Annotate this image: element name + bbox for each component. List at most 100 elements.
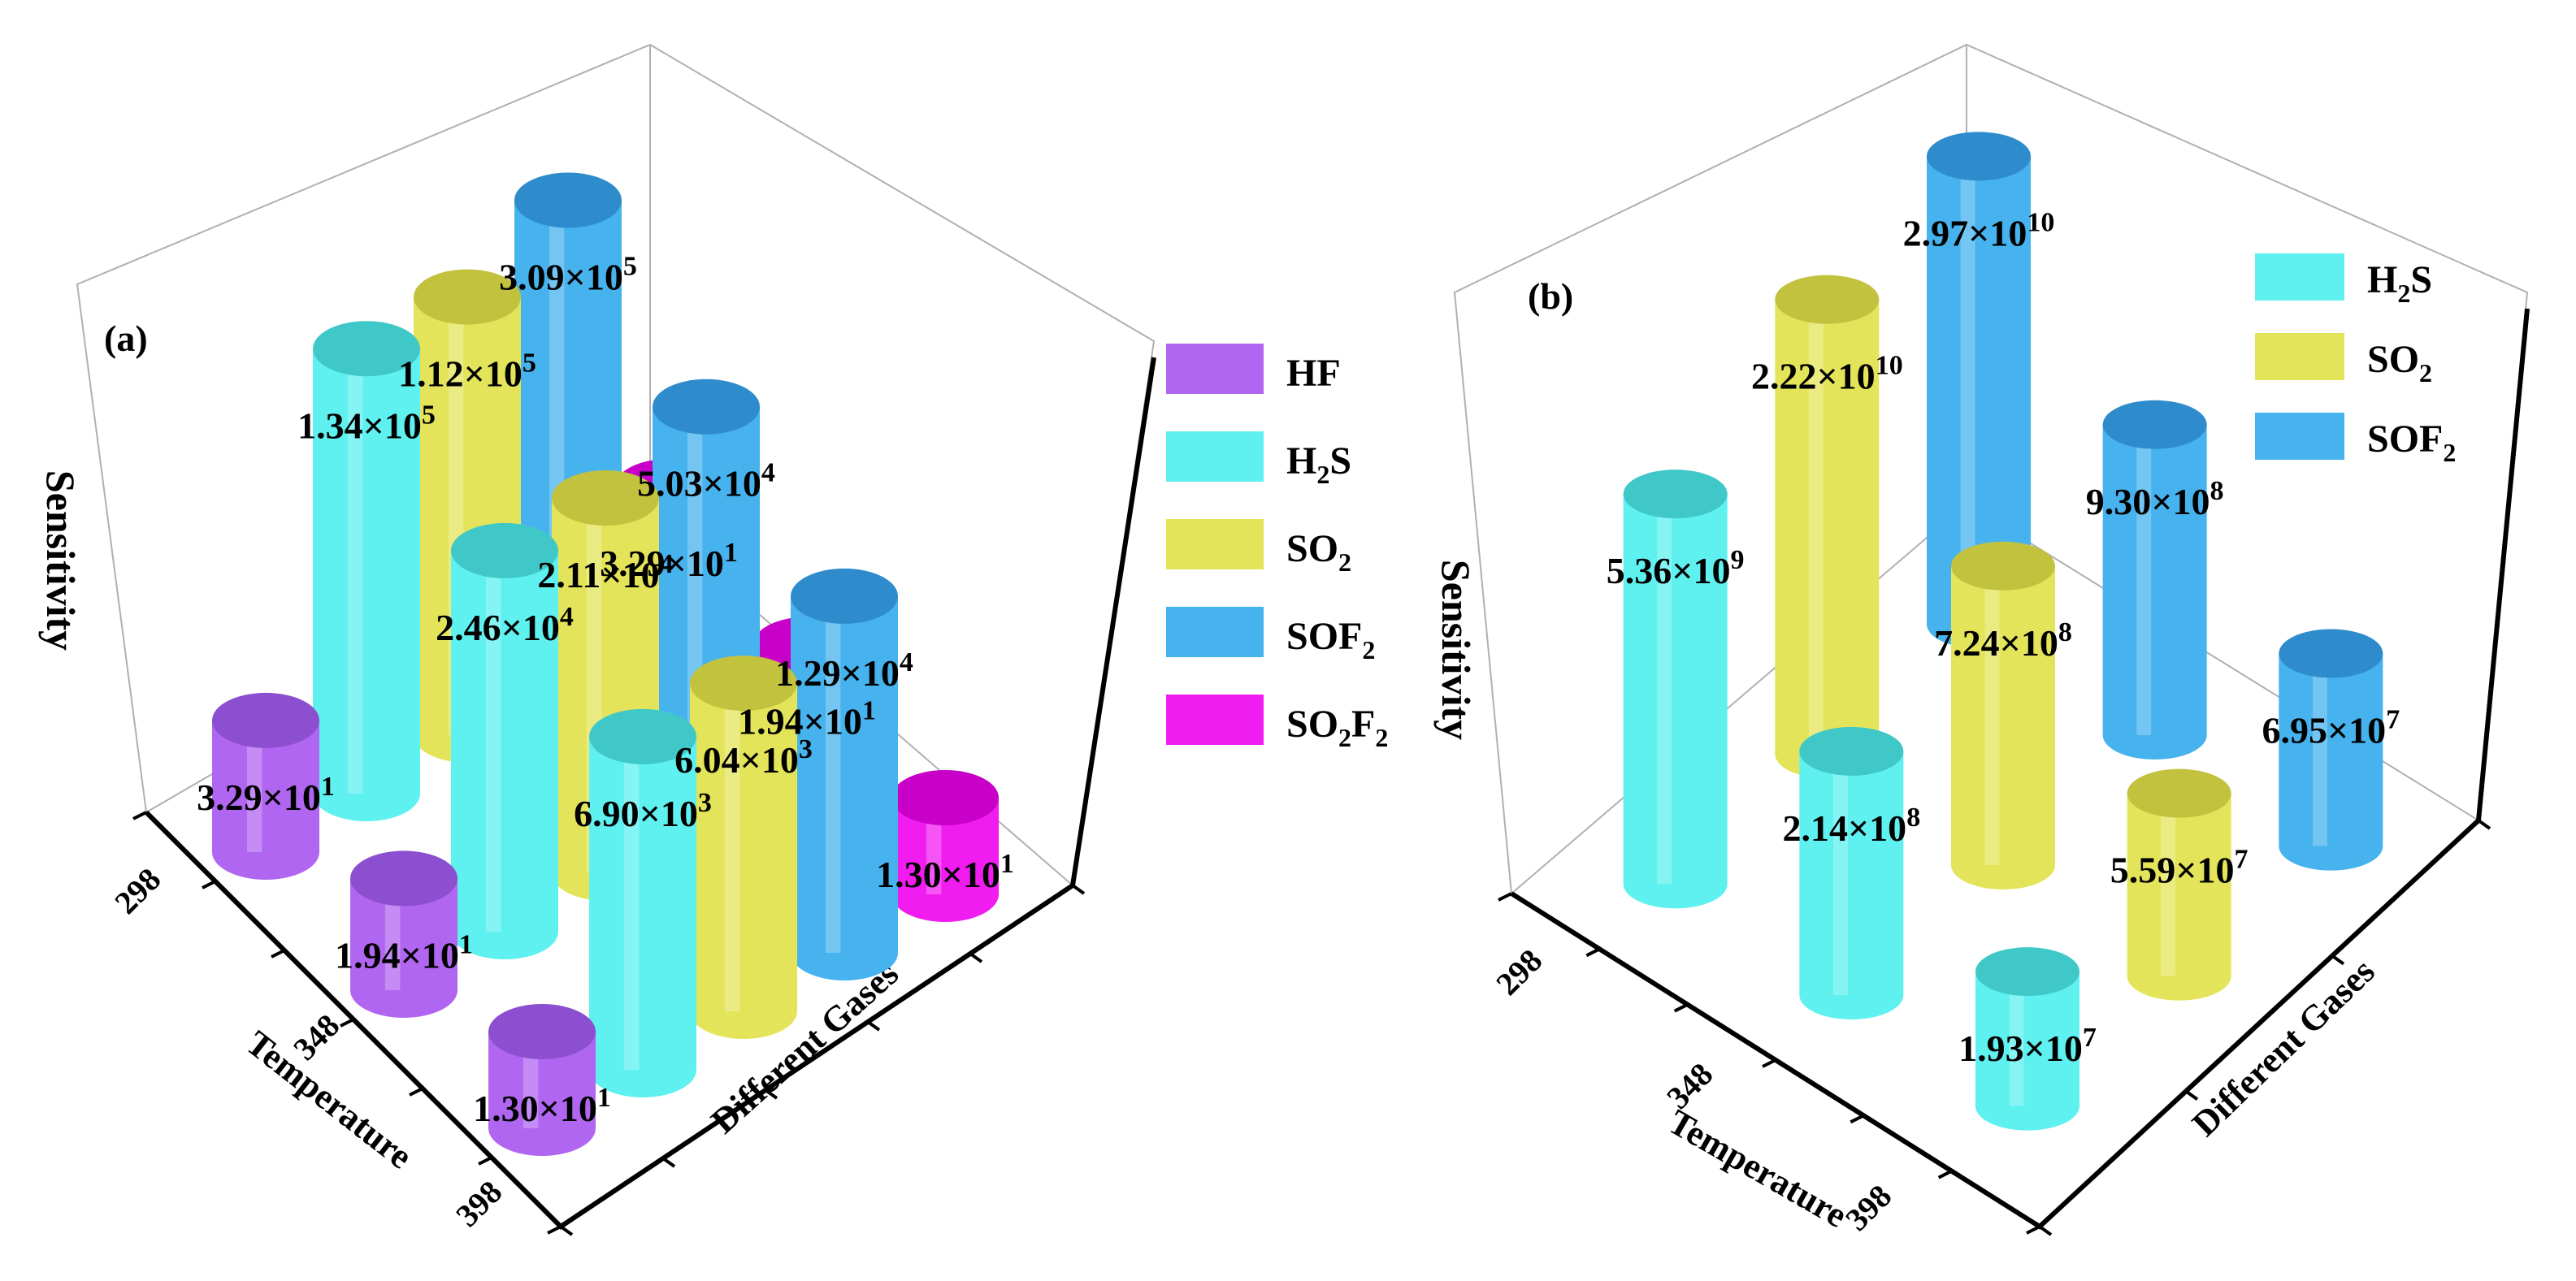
bar-body xyxy=(1799,751,1904,1020)
panel-a-value-label-so2f2-348: 1.94×101 xyxy=(738,695,876,742)
bar-top xyxy=(350,850,458,907)
panel-a-value-label-h2s-298: 1.34×105 xyxy=(297,400,436,446)
bar-highlight xyxy=(2009,972,2024,1106)
panel-b-y-title: Sensitivity xyxy=(1433,560,1479,740)
panel-a-value-label-so2-398: 6.04×103 xyxy=(674,734,813,781)
bar-top xyxy=(1623,470,1728,519)
legend-swatch xyxy=(2255,333,2344,380)
panel-a-temp-tick xyxy=(202,880,216,889)
panel-b-temp-tick xyxy=(2026,1225,2040,1235)
panel-a-value-label-sof2-348: 5.03×104 xyxy=(637,458,775,504)
panel-a-value-label-hf-398: 1.30×101 xyxy=(473,1083,611,1129)
legend-swatch xyxy=(1166,695,1264,745)
bar-body xyxy=(2279,653,2383,871)
bar-highlight xyxy=(2136,424,2152,735)
panel-b-value-label-h2s-298: 5.36×109 xyxy=(1607,545,1745,591)
bar-top xyxy=(514,172,622,228)
panel-b-bar-h2s-348 xyxy=(1799,726,1904,1020)
bar-body xyxy=(1775,299,1880,779)
bar-body xyxy=(313,348,420,821)
panel-b-value-label-so2-298: 2.22×1010 xyxy=(1751,351,1903,397)
legend-label: SO2 xyxy=(2367,338,2432,387)
panel-b-bar-sof2-298 xyxy=(1927,132,2031,649)
panel-a-y-title: Sensitivity xyxy=(38,470,84,651)
bar-body xyxy=(589,736,696,1097)
panel-a-value-label-so2f2-398: 1.30×101 xyxy=(876,849,1014,895)
panel-a-temp-tick xyxy=(547,1225,562,1235)
panel-a-temp-label-398: 398 xyxy=(449,1174,509,1234)
bar-highlight xyxy=(2161,793,2176,976)
bar-body xyxy=(1623,494,1728,909)
bar-top xyxy=(1951,541,2055,591)
panel-a-value-label-h2s-348: 2.46×104 xyxy=(436,602,574,648)
panel-a-value-label-hf-298: 3.29×101 xyxy=(197,772,335,818)
panel-a-temp-tick xyxy=(409,1087,423,1097)
bar-highlight xyxy=(623,736,640,1070)
panel-a-temp-label-298: 298 xyxy=(107,861,167,921)
bar-body xyxy=(2127,793,2231,1001)
bar-top xyxy=(1775,275,1880,324)
bar-top xyxy=(2102,400,2207,449)
panel-a-temp-tick xyxy=(132,811,147,820)
bar-top xyxy=(589,708,696,764)
panel-b-temp-tick xyxy=(1937,1169,1953,1179)
panel-b-value-label-h2s-398: 1.93×107 xyxy=(1958,1023,2097,1069)
panel-b-vertical-axis xyxy=(2476,308,2530,821)
legend-item-so2f2: SO2F2 xyxy=(1166,695,1388,752)
panel-a-value-label-hf-348: 1.94×101 xyxy=(335,929,473,976)
panel-b-value-label-sof2-348: 9.30×108 xyxy=(2086,476,2224,522)
legend-label: SOF2 xyxy=(1286,615,1375,664)
legend-label: HF xyxy=(1286,352,1341,395)
panel-a-value-label-so2-348: 2.11×104 xyxy=(537,549,673,595)
legend-label: SO2 xyxy=(1286,527,1351,577)
legend-swatch xyxy=(2255,413,2344,460)
bar-highlight xyxy=(1984,565,2000,865)
panel-a-value-label-so2f2-298: 3.29×101 xyxy=(600,538,738,584)
panel-a-value-label-h2s-398: 6.90×103 xyxy=(574,788,712,834)
panel-b-gas-tick xyxy=(2038,1225,2053,1236)
bar-top xyxy=(212,692,319,748)
panel-b-legend: H2S SO2 SOF2 xyxy=(2255,253,2456,467)
bar-top xyxy=(2279,629,2383,678)
panel-b-value-label-so2-398: 5.59×107 xyxy=(2110,845,2249,891)
panel-b-bar-h2s-298 xyxy=(1623,470,1728,909)
bar-top xyxy=(414,269,521,325)
panel-a-temp-tick xyxy=(478,1156,492,1166)
panel-b-gas-tick xyxy=(2477,819,2491,830)
panel-b-bar-sof2-398 xyxy=(2279,629,2383,871)
panel-a-gas-tick xyxy=(559,1225,574,1236)
panel-a-value-label-so2-298: 1.12×105 xyxy=(398,348,536,395)
panel-b-bar-h2s-398 xyxy=(1975,947,2079,1131)
legend-swatch xyxy=(1166,607,1264,657)
bar-top xyxy=(552,470,659,526)
bar-highlight xyxy=(2312,653,2327,846)
bar-top xyxy=(2127,768,2231,818)
bar-body xyxy=(690,683,797,1039)
bar-highlight xyxy=(246,720,262,852)
panel-a-gas-tick xyxy=(866,1020,881,1032)
bar-body xyxy=(451,550,558,959)
legend-swatch xyxy=(2255,253,2344,301)
panel-b-value-label-h2s-348: 2.14×108 xyxy=(1782,803,1920,849)
bar-body xyxy=(891,797,999,922)
legend-label: SOF2 xyxy=(2367,418,2456,467)
panel-b-temp-label-298: 298 xyxy=(1489,942,1549,1002)
bar-top xyxy=(1975,947,2079,997)
bar-highlight xyxy=(1657,494,1672,885)
legend-item-so2: SO2 xyxy=(2255,333,2432,387)
panel-b-label: (b) xyxy=(1528,275,1573,317)
bar-top xyxy=(488,1003,596,1059)
panel-a-value-label-sof2-298: 3.09×105 xyxy=(499,252,637,298)
panel-a-bar-sof2-398 xyxy=(791,568,898,980)
legend-label: H2S xyxy=(2367,258,2432,308)
bar-top xyxy=(690,656,797,712)
bar-highlight xyxy=(485,550,501,932)
panel-a-bar-h2s-348 xyxy=(451,522,558,959)
panel-a-bar-so2-398 xyxy=(690,656,797,1039)
bar-highlight xyxy=(347,348,363,794)
panel-a-bar-hf-348 xyxy=(350,850,458,1018)
panel-b-bar-so2-398 xyxy=(2127,768,2231,1001)
panel-b-value-label-sof2-298: 2.97×1010 xyxy=(1903,207,2055,253)
